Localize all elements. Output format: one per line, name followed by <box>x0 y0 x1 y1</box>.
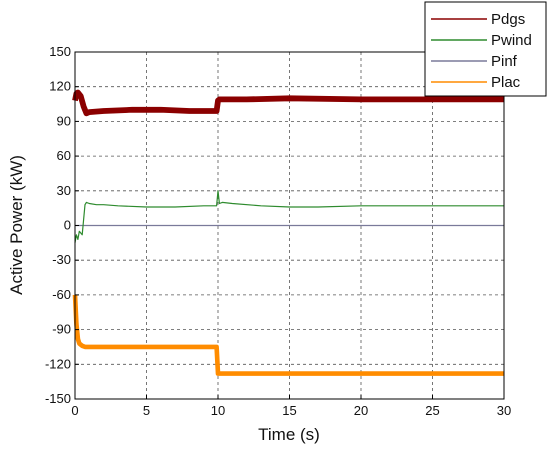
y-tick-label: 120 <box>49 79 71 94</box>
ticks-group: 0 5 10 15 20 25 30 -150 -120 -90 -60 -30 0 30 60 90 120 1… <box>45 44 511 418</box>
legend-label-plac: Plac <box>491 74 521 91</box>
legend-label-pwind: Pwind <box>491 32 532 49</box>
y-axis-label: Active Power (kW) <box>7 155 26 295</box>
x-tick-label: 30 <box>497 403 511 418</box>
series-line-plac <box>72 294 504 376</box>
y-tick-label: 90 <box>57 113 71 128</box>
y-tick-label: -90 <box>52 322 71 337</box>
legend-box <box>424 1 547 97</box>
x-axis-label: Time (s) <box>258 425 320 444</box>
x-tick-label: 20 <box>354 403 368 418</box>
y-tick-label: 60 <box>57 148 71 163</box>
y-tick-label: -120 <box>45 356 71 371</box>
x-tick-label: 5 <box>143 403 150 418</box>
series-group <box>72 89 504 376</box>
y-tick-label: -30 <box>52 252 71 267</box>
grid-lines <box>75 52 504 399</box>
y-tick-label: 30 <box>57 183 71 198</box>
legend-label-pinf: Pinf <box>491 53 518 70</box>
series-line-pdgs <box>72 89 504 117</box>
y-tick-label: 0 <box>64 218 71 233</box>
x-tick-label: 10 <box>211 403 225 418</box>
x-tick-label: 0 <box>71 403 78 418</box>
legend: Pdgs Pwind Pinf Plac <box>424 1 547 97</box>
y-tick-label: -60 <box>52 287 71 302</box>
x-tick-label: 15 <box>282 403 296 418</box>
legend-label-pdgs: Pdgs <box>491 11 525 28</box>
series-line-pwind <box>74 190 504 243</box>
y-tick-label: 150 <box>49 44 71 59</box>
x-tick-label: 25 <box>425 403 439 418</box>
y-tick-label: -150 <box>45 391 71 406</box>
